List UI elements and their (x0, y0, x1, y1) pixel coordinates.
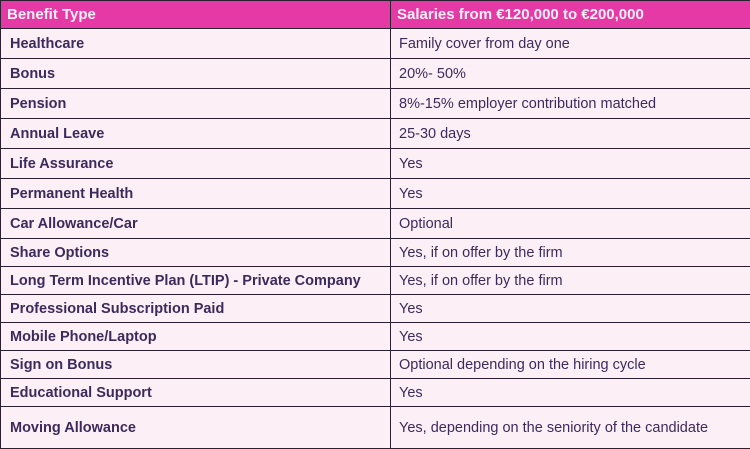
table-row: Professional Subscription Paid Yes (1, 295, 750, 323)
benefit-value: Yes, if on offer by the firm (391, 267, 750, 295)
benefit-label: Mobile Phone/Laptop (1, 323, 391, 351)
table-row: Car Allowance/Car Optional (1, 209, 750, 239)
benefit-value: Yes (391, 323, 750, 351)
benefit-value: Yes, if on offer by the firm (391, 239, 750, 267)
benefit-label: Healthcare (1, 29, 391, 59)
benefit-label: Sign on Bonus (1, 351, 391, 379)
table-row: Annual Leave 25-30 days (1, 119, 750, 149)
benefit-label: Professional Subscription Paid (1, 295, 391, 323)
table-row: Permanent Health Yes (1, 179, 750, 209)
table-row: Educational Support Yes (1, 379, 750, 407)
benefit-label: Moving Allowance (1, 407, 391, 449)
benefit-value: Yes (391, 149, 750, 179)
table-header-row: Benefit Type Salaries from €120,000 to €… (1, 1, 750, 29)
table-row: Healthcare Family cover from day one (1, 29, 750, 59)
benefit-label: Annual Leave (1, 119, 391, 149)
benefit-value: Yes (391, 379, 750, 407)
benefit-label: Pension (1, 89, 391, 119)
benefit-label: Long Term Incentive Plan (LTIP) - Privat… (1, 267, 391, 295)
benefit-value: Optional (391, 209, 750, 239)
benefit-label: Car Allowance/Car (1, 209, 391, 239)
benefit-label: Permanent Health (1, 179, 391, 209)
benefit-label: Bonus (1, 59, 391, 89)
benefit-value: Yes (391, 295, 750, 323)
table-row: Share Options Yes, if on offer by the fi… (1, 239, 750, 267)
table-row: Pension 8%-15% employer contribution mat… (1, 89, 750, 119)
benefit-value: Family cover from day one (391, 29, 750, 59)
benefit-value: Yes, depending on the seniority of the c… (391, 407, 750, 449)
benefit-value: 20%- 50% (391, 59, 750, 89)
table-row: Moving Allowance Yes, depending on the s… (1, 407, 750, 449)
table-row: Long Term Incentive Plan (LTIP) - Privat… (1, 267, 750, 295)
benefit-label: Share Options (1, 239, 391, 267)
benefit-value: Optional depending on the hiring cycle (391, 351, 750, 379)
benefit-value: 25-30 days (391, 119, 750, 149)
table-row: Bonus 20%- 50% (1, 59, 750, 89)
benefit-label: Educational Support (1, 379, 391, 407)
benefit-value: 8%-15% employer contribution matched (391, 89, 750, 119)
benefit-label: Life Assurance (1, 149, 391, 179)
table-row: Life Assurance Yes (1, 149, 750, 179)
table-row: Sign on Bonus Optional depending on the … (1, 351, 750, 379)
header-benefit-type: Benefit Type (1, 1, 391, 29)
header-salary-range: Salaries from €120,000 to €200,000 (391, 1, 750, 29)
table-row: Mobile Phone/Laptop Yes (1, 323, 750, 351)
benefit-value: Yes (391, 179, 750, 209)
